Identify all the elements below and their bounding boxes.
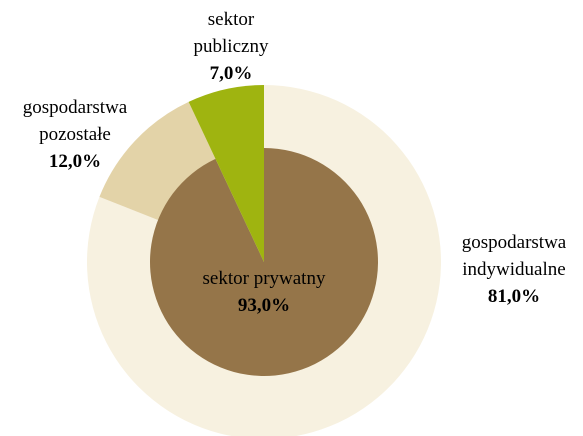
slice-label: sektor publiczny 7,0% bbox=[176, 6, 286, 87]
inner-slice bbox=[188, 85, 264, 262]
slice-label: sektor prywatny 93,0% bbox=[154, 265, 374, 319]
category-label: gospodarstwa pozostałe bbox=[22, 97, 128, 145]
category-label: sektor prywatny bbox=[202, 268, 326, 289]
value-label: 7,0% bbox=[209, 63, 253, 84]
value-label: 12,0% bbox=[48, 151, 102, 172]
value-label: 81,0% bbox=[487, 286, 541, 307]
outer-slice bbox=[87, 85, 441, 436]
inner-slice bbox=[149, 148, 378, 377]
category-label: sektor publiczny bbox=[193, 9, 269, 57]
slice-label: gospodarstwa indywidualne 81,0% bbox=[440, 229, 583, 310]
category-label: gospodarstwa indywidualne bbox=[461, 232, 567, 280]
slice-label: gospodarstwa pozostałe 12,0% bbox=[2, 94, 148, 175]
value-label: 93,0% bbox=[237, 295, 291, 316]
